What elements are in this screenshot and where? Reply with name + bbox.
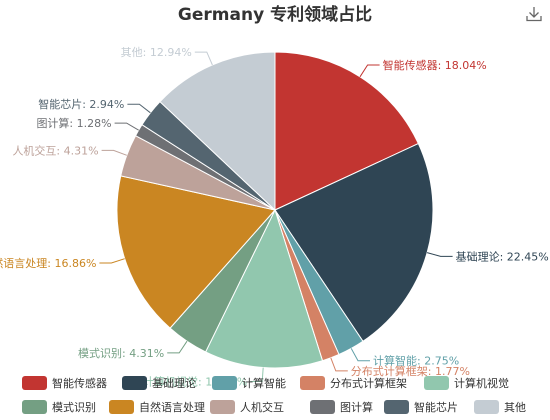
label-line-自然语言处理 xyxy=(99,258,125,264)
slice-labels: 智能传感器: 18.04%基础理论: 22.45%计算智能: 2.75%分布式计… xyxy=(0,46,549,388)
slice-label-计算智能: 计算智能: 2.75% xyxy=(373,354,459,368)
legend-item-人机交互[interactable]: 人机交互 xyxy=(210,400,284,414)
legend-label: 智能传感器 xyxy=(52,376,107,390)
label-line-人机交互 xyxy=(101,149,127,156)
slice-label-图计算: 图计算: 1.28% xyxy=(36,116,111,130)
legend-swatch xyxy=(300,376,325,390)
legend-label: 自然语言处理 xyxy=(139,400,205,414)
download-icon[interactable] xyxy=(524,4,544,24)
label-line-图计算 xyxy=(114,122,139,131)
slice-label-模式识别: 模式识别: 4.31% xyxy=(78,347,164,360)
label-line-其他 xyxy=(194,51,213,66)
label-line-智能芯片 xyxy=(127,103,151,114)
legend-label: 模式识别 xyxy=(52,401,96,414)
slice-label-智能传感器: 智能传感器: 18.04% xyxy=(383,58,487,72)
legend-item-基础理论[interactable]: 基础理论 xyxy=(122,376,196,390)
label-line-模式识别 xyxy=(167,340,188,354)
slice-label-自然语言处理: 自然语言处理: 16.86% xyxy=(0,256,96,270)
pie-slices xyxy=(116,51,434,369)
legend-item-自然语言处理[interactable]: 自然语言处理 xyxy=(109,400,205,414)
pie-slice-智能传感器[interactable] xyxy=(274,51,420,211)
legend-item-智能传感器[interactable]: 智能传感器 xyxy=(22,376,107,390)
label-line-计算机视觉 xyxy=(250,367,264,382)
legend-swatch xyxy=(22,400,47,414)
pie-slice-计算机视觉[interactable] xyxy=(204,208,324,369)
legend-label: 分布式计算框架 xyxy=(330,376,407,390)
legend-swatch xyxy=(210,400,235,414)
legend-swatch xyxy=(384,400,409,414)
legend-label: 智能芯片 xyxy=(414,400,458,414)
legend-item-模式识别[interactable]: 模式识别 xyxy=(22,400,96,414)
slice-label-其他: 其他: 12.94% xyxy=(121,46,192,59)
legend-label: 计算机视觉 xyxy=(454,376,509,390)
pie-slice-自然语言处理[interactable] xyxy=(116,175,276,329)
legend-item-智能芯片[interactable]: 智能芯片 xyxy=(384,400,458,414)
label-line-智能传感器 xyxy=(359,64,380,78)
slice-label-基础理论: 基础理论: 22.45% xyxy=(456,249,549,263)
chart-title: Germany 专利领域占比 xyxy=(178,4,372,25)
label-line-分布式计算框架 xyxy=(330,357,348,372)
legend-swatch xyxy=(212,376,237,390)
legend-swatch xyxy=(424,376,449,390)
legend-label: 基础理论 xyxy=(152,376,196,390)
legend-swatch xyxy=(22,376,47,390)
legend-label: 其他 xyxy=(504,401,526,414)
legend-label: 人机交互 xyxy=(240,400,284,414)
pie-slice-其他[interactable] xyxy=(159,51,276,212)
legend-item-计算机视觉[interactable]: 计算机视觉 xyxy=(424,376,509,390)
label-line-基础理论 xyxy=(426,252,453,257)
legend-swatch xyxy=(474,400,499,414)
slice-label-智能芯片: 智能芯片: 2.94% xyxy=(38,97,124,111)
legend-swatch xyxy=(122,376,147,390)
label-line-计算智能 xyxy=(350,348,370,362)
legend-item-计算智能[interactable]: 计算智能 xyxy=(212,376,286,390)
legend-label: 计算智能 xyxy=(242,376,286,390)
legend-swatch xyxy=(109,400,134,414)
legend-item-其他[interactable]: 其他 xyxy=(474,400,526,414)
legend-item-分布式计算框架[interactable]: 分布式计算框架 xyxy=(300,376,407,390)
legend-item-图计算[interactable]: 图计算 xyxy=(310,400,373,414)
slice-label-人机交互: 人机交互: 4.31% xyxy=(12,143,98,157)
legend-label: 图计算 xyxy=(340,400,373,414)
slice-label-分布式计算框架: 分布式计算框架: 1.77% xyxy=(351,364,470,378)
legend-swatch xyxy=(310,400,335,414)
